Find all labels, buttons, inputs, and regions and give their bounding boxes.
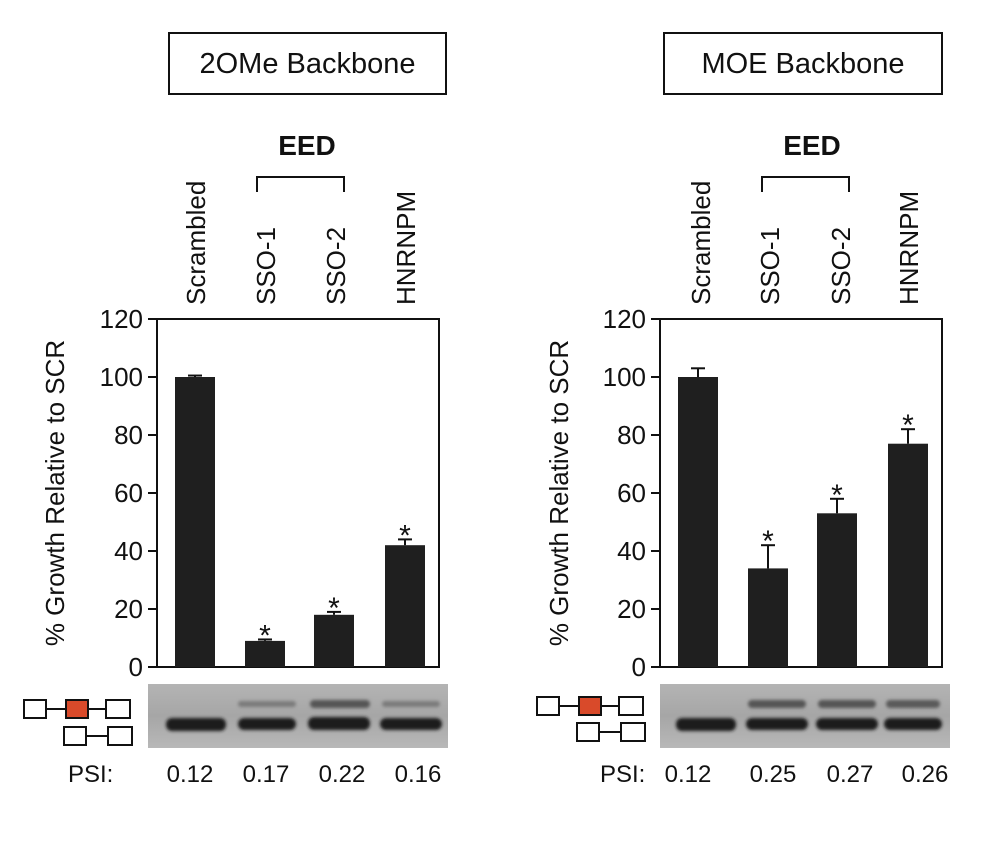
- y-tick-label: 20: [617, 594, 646, 624]
- bars: * * *: [678, 367, 928, 667]
- bar: [245, 640, 285, 667]
- category-label: SSO-2: [321, 227, 351, 305]
- significance-marker: *: [259, 619, 271, 652]
- psi-value: 0.16: [395, 761, 442, 788]
- y-tick-label: 0: [129, 652, 143, 682]
- splice-diagram: [536, 696, 646, 742]
- gel-image: [148, 684, 448, 748]
- panel-title: MOE Backbone: [701, 48, 904, 80]
- psi-value: 0.26: [902, 761, 949, 788]
- bar: [888, 443, 928, 667]
- y-tick-label: 120: [603, 304, 646, 334]
- panel-2ome: 2OMe Backbone EED Scrambled SSO-1 SSO-2 …: [23, 32, 448, 788]
- y-tick-label: 40: [617, 536, 646, 566]
- significance-marker: *: [328, 592, 340, 625]
- category-label: SSO-2: [826, 227, 856, 305]
- panel-moe: MOE Backbone EED Scrambled SSO-1 SSO-2 H…: [536, 32, 950, 788]
- category-label: SSO-1: [251, 227, 281, 305]
- psi-value: 0.27: [827, 761, 874, 788]
- significance-marker: *: [399, 519, 411, 552]
- group-label: EED: [278, 130, 336, 161]
- category-label: Scrambled: [181, 181, 211, 305]
- y-tick-label: 80: [617, 420, 646, 450]
- y-ticks: 0 20 40 60 80 100 120: [603, 304, 660, 682]
- psi-value: 0.25: [750, 761, 797, 788]
- bar: [314, 614, 354, 667]
- significance-marker: *: [902, 409, 914, 442]
- psi-value: 0.22: [319, 761, 366, 788]
- y-tick-label: 60: [617, 478, 646, 508]
- bar: [678, 377, 718, 667]
- psi-value: 0.12: [167, 761, 214, 788]
- y-axis-label: % Growth Relative to SCR: [40, 340, 70, 646]
- splice-diagram: [23, 699, 133, 746]
- y-tick-label: 60: [114, 478, 143, 508]
- bar: [817, 513, 857, 667]
- significance-marker: *: [831, 479, 843, 512]
- group-bracket: [761, 176, 850, 192]
- category-label: HNRNPM: [391, 191, 421, 305]
- panel-title: 2OMe Backbone: [199, 48, 415, 80]
- y-tick-label: 0: [632, 652, 646, 682]
- category-label: Scrambled: [686, 181, 716, 305]
- bar: [385, 545, 425, 667]
- psi-label: PSI:: [68, 761, 113, 788]
- category-label: HNRNPM: [894, 191, 924, 305]
- panel-title-box: [663, 32, 943, 95]
- y-axis-label: % Growth Relative to SCR: [544, 340, 574, 646]
- psi-value: 0.12: [665, 761, 712, 788]
- y-tick-label: 100: [100, 362, 143, 392]
- y-tick-label: 40: [114, 536, 143, 566]
- bars: * * *: [175, 374, 425, 667]
- y-ticks: 0 20 40 60 80 100 120: [100, 304, 157, 682]
- y-tick-label: 100: [603, 362, 646, 392]
- y-tick-label: 20: [114, 594, 143, 624]
- panel-title-box: [168, 32, 447, 95]
- gel-image: [660, 684, 950, 748]
- y-tick-label: 80: [114, 420, 143, 450]
- psi-label: PSI:: [600, 761, 645, 788]
- y-tick-label: 120: [100, 304, 143, 334]
- category-label: SSO-1: [755, 227, 785, 305]
- group-label: EED: [783, 130, 841, 161]
- bar: [175, 377, 215, 667]
- bar: [748, 568, 788, 667]
- significance-marker: *: [762, 525, 774, 558]
- group-bracket: [256, 176, 345, 192]
- psi-value: 0.17: [243, 761, 290, 788]
